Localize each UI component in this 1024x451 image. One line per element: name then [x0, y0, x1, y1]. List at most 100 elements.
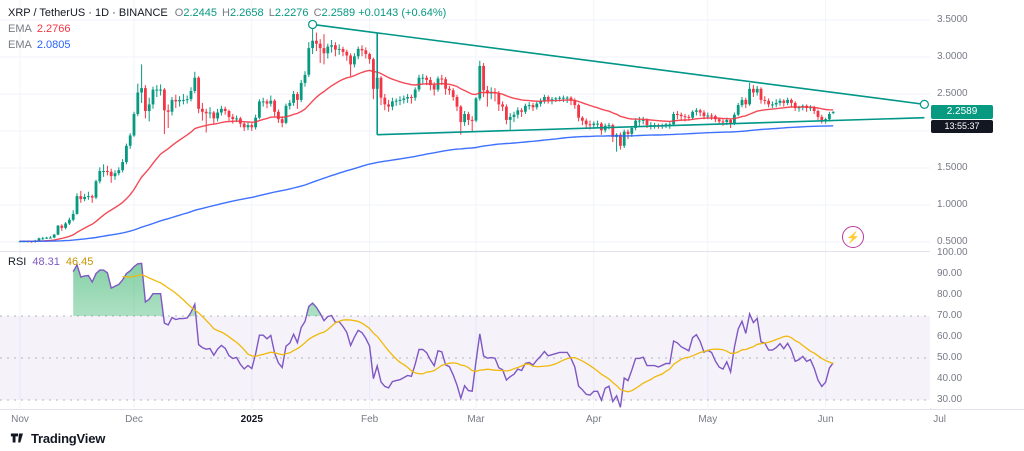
- candle: [102, 171, 105, 172]
- candle: [379, 77, 383, 98]
- price-tick-label: 2.5000: [937, 88, 968, 99]
- candle: [258, 101, 261, 118]
- price-tick-label: 0.5000: [937, 236, 968, 247]
- lightning-icon: ⚡: [846, 231, 860, 244]
- rsi-tick-label: 90.00: [937, 268, 963, 279]
- candle: [622, 131, 626, 146]
- high-label: H: [222, 7, 230, 19]
- candle: [634, 120, 637, 128]
- lightning-trade-button[interactable]: ⚡: [842, 226, 864, 248]
- candle: [816, 111, 820, 117]
- pane-separator[interactable]: [0, 251, 1024, 252]
- time-scale[interactable]: Nov Dec 2025 Feb Mar Apr May Jun Jul: [0, 409, 1024, 428]
- candle: [292, 94, 295, 103]
- rsi-tick-label: 80.00: [937, 289, 963, 300]
- ema-fast-line[interactable]: [20, 69, 834, 242]
- candle: [280, 119, 284, 123]
- rsi-band: [0, 316, 930, 400]
- time-tick-label: 2025: [240, 414, 263, 425]
- ema-slow-legend-row[interactable]: EMA 2.0805: [8, 37, 446, 53]
- candle: [592, 123, 596, 126]
- candle: [364, 50, 368, 54]
- candle: [421, 77, 425, 79]
- candle: [296, 94, 299, 100]
- candle: [550, 99, 554, 101]
- candle: [771, 104, 774, 106]
- rsi-legend-row[interactable]: RSI 48.31 46.45: [8, 256, 93, 268]
- candle: [820, 116, 824, 121]
- ema-slow-value: 2.0805: [36, 39, 71, 51]
- candle: [212, 112, 216, 119]
- rsi-pane[interactable]: [0, 252, 930, 408]
- close-value: 2.2589: [321, 7, 356, 19]
- candle: [182, 99, 185, 101]
- candle: [527, 105, 531, 107]
- candle: [683, 116, 687, 118]
- candle: [797, 107, 801, 109]
- candle: [581, 117, 584, 121]
- candle: [558, 97, 561, 99]
- ema-fast-label: EMA: [8, 23, 32, 35]
- candle: [497, 93, 501, 105]
- rsi-ma-line[interactable]: [122, 274, 834, 393]
- candle: [204, 111, 208, 114]
- tradingview-attribution[interactable]: TradingView: [10, 430, 105, 446]
- candle: [117, 170, 121, 174]
- bar-countdown: 13:55:37: [931, 119, 993, 133]
- ema-slow-line[interactable]: [20, 125, 834, 242]
- time-tick-label: Nov: [11, 414, 29, 425]
- candle: [535, 103, 539, 108]
- candle: [113, 173, 117, 177]
- candle: [748, 88, 751, 105]
- candle: [64, 223, 67, 228]
- candle: [223, 108, 227, 111]
- candle: [299, 82, 303, 100]
- candle: [767, 100, 770, 105]
- rsi-ma-value: 46.45: [65, 256, 94, 268]
- candle: [349, 55, 352, 65]
- candle: [250, 125, 254, 128]
- candle: [337, 48, 341, 50]
- candle: [763, 99, 767, 101]
- candle: [619, 134, 622, 146]
- candle: [174, 99, 178, 102]
- triangle-anchor: [919, 99, 930, 109]
- rsi-scale[interactable]: 100.00 90.00 80.00 70.00 60.00 50.00 40.00 30.0…: [930, 247, 1024, 408]
- candle: [554, 98, 558, 100]
- rsi-label: RSI: [8, 256, 27, 268]
- tradingview-wordmark: TradingView: [31, 430, 106, 446]
- candles-group: [18, 25, 835, 243]
- ohlc-readout: O2.2445 H2.2658 L2.2276 C2.2589 +0.0143 …: [173, 5, 447, 21]
- candle: [345, 51, 349, 56]
- candle: [71, 213, 75, 220]
- time-tick-label: Jun: [817, 414, 834, 425]
- symbol-title[interactable]: XRP / TetherUS · 1D · BINANCE: [8, 7, 168, 19]
- candle: [520, 110, 523, 112]
- candle: [691, 111, 694, 118]
- candle: [75, 196, 79, 214]
- ema-fast-legend-row[interactable]: EMA 2.2766: [8, 21, 446, 37]
- candle: [394, 100, 398, 102]
- candle: [752, 88, 755, 93]
- candle: [356, 48, 360, 57]
- low-label: L: [268, 7, 275, 19]
- rsi-value: 48.31: [32, 256, 60, 268]
- price-tick-label: 3.5000: [937, 14, 968, 25]
- candle: [459, 106, 463, 123]
- change-value: +0.0143 (+0.64%): [358, 7, 447, 19]
- candle: [216, 112, 219, 119]
- time-tick-label: Apr: [586, 414, 602, 425]
- candle: [49, 237, 52, 239]
- candle: [106, 171, 109, 172]
- candle: [546, 97, 550, 100]
- candle: [417, 77, 421, 90]
- candle: [87, 196, 90, 198]
- triangle-drawing[interactable]: [308, 19, 930, 136]
- candle: [410, 97, 413, 98]
- price-tick-label: 3.0000: [937, 51, 968, 62]
- candle: [543, 97, 546, 101]
- candle: [687, 116, 691, 118]
- candle: [56, 225, 60, 235]
- price-chart-pane[interactable]: [0, 0, 930, 252]
- candle: [37, 238, 41, 241]
